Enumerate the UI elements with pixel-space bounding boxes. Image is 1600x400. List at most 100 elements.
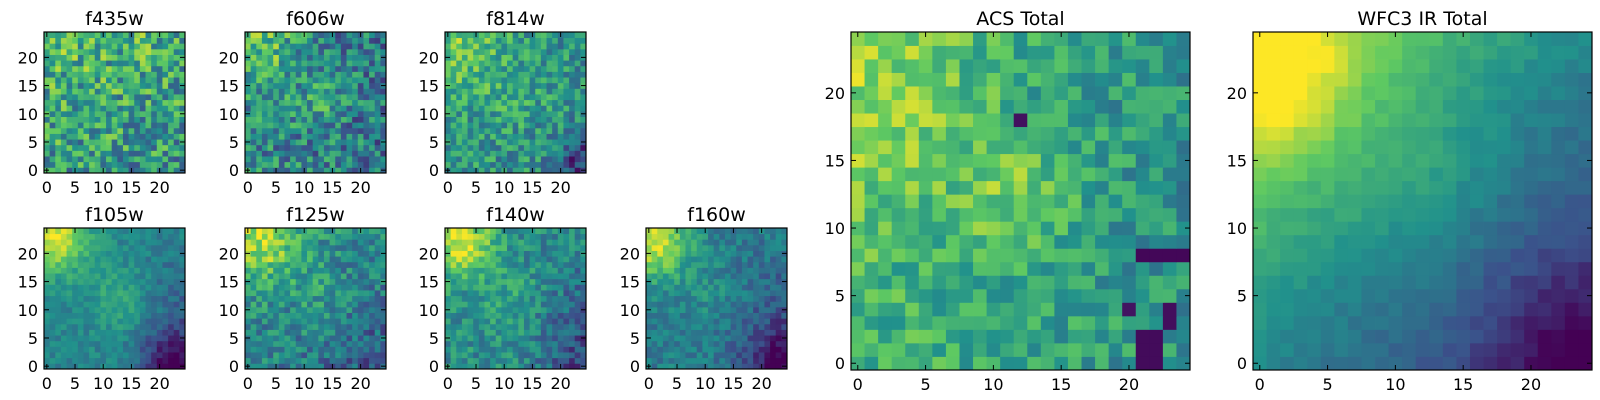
heatmap-cell xyxy=(523,94,530,101)
heatmap-cell xyxy=(1013,194,1028,209)
heatmap-cell xyxy=(529,284,536,291)
heatmap-cell xyxy=(357,346,364,353)
heatmap-cell xyxy=(312,363,319,370)
heatmap-cell xyxy=(168,82,175,89)
heatmap-cell xyxy=(932,234,947,249)
heatmap-cell xyxy=(77,290,84,297)
heatmap-cell xyxy=(557,43,564,50)
heatmap-cell xyxy=(580,323,587,330)
heatmap-cell xyxy=(323,228,330,235)
heatmap-cell xyxy=(529,250,536,257)
heatmap-cell xyxy=(145,363,152,370)
heatmap-cell xyxy=(540,133,547,140)
heatmap-cell xyxy=(758,306,765,313)
heatmap-cell xyxy=(461,105,468,112)
heatmap-cell xyxy=(450,256,457,263)
heatmap-cell xyxy=(775,335,782,342)
heatmap-cell xyxy=(891,248,906,263)
heatmap-cell xyxy=(363,290,370,297)
heatmap-cell xyxy=(369,312,376,319)
heatmap-cell xyxy=(55,105,62,112)
heatmap-cell xyxy=(523,306,530,313)
heatmap-cell xyxy=(668,261,675,268)
heatmap-cell xyxy=(851,342,865,357)
heatmap-cell xyxy=(122,363,129,370)
heatmap-cell xyxy=(295,127,302,134)
heatmap-cell xyxy=(83,318,90,325)
heatmap-cell xyxy=(267,122,274,129)
heatmap-cell xyxy=(467,122,474,129)
heatmap-cell xyxy=(651,278,658,285)
heatmap-cell xyxy=(495,363,502,370)
heatmap-cell xyxy=(111,239,118,246)
heatmap-cell xyxy=(380,228,387,235)
heatmap-cell xyxy=(461,60,468,67)
heatmap-cell xyxy=(569,329,576,336)
heatmap-cell xyxy=(179,94,186,101)
heatmap-cell xyxy=(1108,329,1123,344)
heatmap-cell xyxy=(295,77,302,84)
heatmap-cell xyxy=(295,239,302,246)
heatmap-cell xyxy=(340,290,347,297)
heatmap-cell xyxy=(301,340,308,347)
heatmap-cell xyxy=(708,323,715,330)
heatmap-cell xyxy=(719,312,726,319)
heatmap-cell xyxy=(569,82,576,89)
heatmap-cell xyxy=(1013,180,1028,195)
heatmap-cell xyxy=(959,248,974,263)
heatmap-cell xyxy=(529,150,536,157)
heatmap-cell xyxy=(151,167,158,174)
heatmap-cell xyxy=(445,295,452,302)
heatmap-cell xyxy=(94,301,101,308)
heatmap-cell xyxy=(1067,275,1082,290)
heatmap-cell xyxy=(256,352,263,359)
x-tick-label: 10 xyxy=(494,374,514,393)
heatmap-cell xyxy=(60,273,67,280)
heatmap-cell xyxy=(1067,234,1082,249)
heatmap-cell xyxy=(83,273,90,280)
heatmap-cell xyxy=(552,139,559,146)
heatmap-cell xyxy=(139,295,146,302)
heatmap-cell xyxy=(250,352,257,359)
heatmap-cell xyxy=(278,323,285,330)
heatmap-cell xyxy=(261,256,268,263)
heatmap-cell xyxy=(256,65,263,72)
heatmap-cell xyxy=(1054,315,1069,330)
heatmap-cell xyxy=(501,65,508,72)
heatmap-cell xyxy=(89,295,96,302)
heatmap-cell xyxy=(329,60,336,67)
heatmap-cell xyxy=(83,233,90,240)
heatmap-cell xyxy=(318,139,325,146)
heatmap-cell xyxy=(473,261,480,268)
x-tick-label: 10 xyxy=(294,178,314,197)
heatmap-cell xyxy=(523,77,530,84)
heatmap-cell xyxy=(323,318,330,325)
heatmap-cell xyxy=(72,144,79,151)
heatmap-cell xyxy=(83,54,90,61)
heatmap-cell xyxy=(179,156,186,163)
heatmap-cell xyxy=(651,346,658,353)
heatmap-cell xyxy=(679,284,686,291)
heatmap-cell xyxy=(340,161,347,168)
heatmap-cell xyxy=(66,239,73,246)
heatmap-cell xyxy=(256,127,263,134)
heatmap-cell xyxy=(529,127,536,134)
heatmap-cell xyxy=(569,335,576,342)
heatmap-cell xyxy=(741,250,748,257)
y-tick-label: 5 xyxy=(28,133,38,152)
heatmap-cell xyxy=(878,180,893,195)
heatmap-cell xyxy=(352,161,359,168)
heatmap-cell xyxy=(245,94,252,101)
heatmap-cell xyxy=(501,116,508,123)
heatmap-cell xyxy=(301,133,308,140)
heatmap-cell xyxy=(523,295,530,302)
heatmap-cell xyxy=(501,54,508,61)
heatmap-cell xyxy=(273,352,280,359)
heatmap-cell xyxy=(461,273,468,280)
heatmap-cell xyxy=(72,318,79,325)
heatmap-cell xyxy=(574,346,581,353)
heatmap-cell xyxy=(179,77,186,84)
heatmap-cell xyxy=(781,301,788,308)
heatmap-cell xyxy=(569,60,576,67)
heatmap-cell xyxy=(318,127,325,134)
